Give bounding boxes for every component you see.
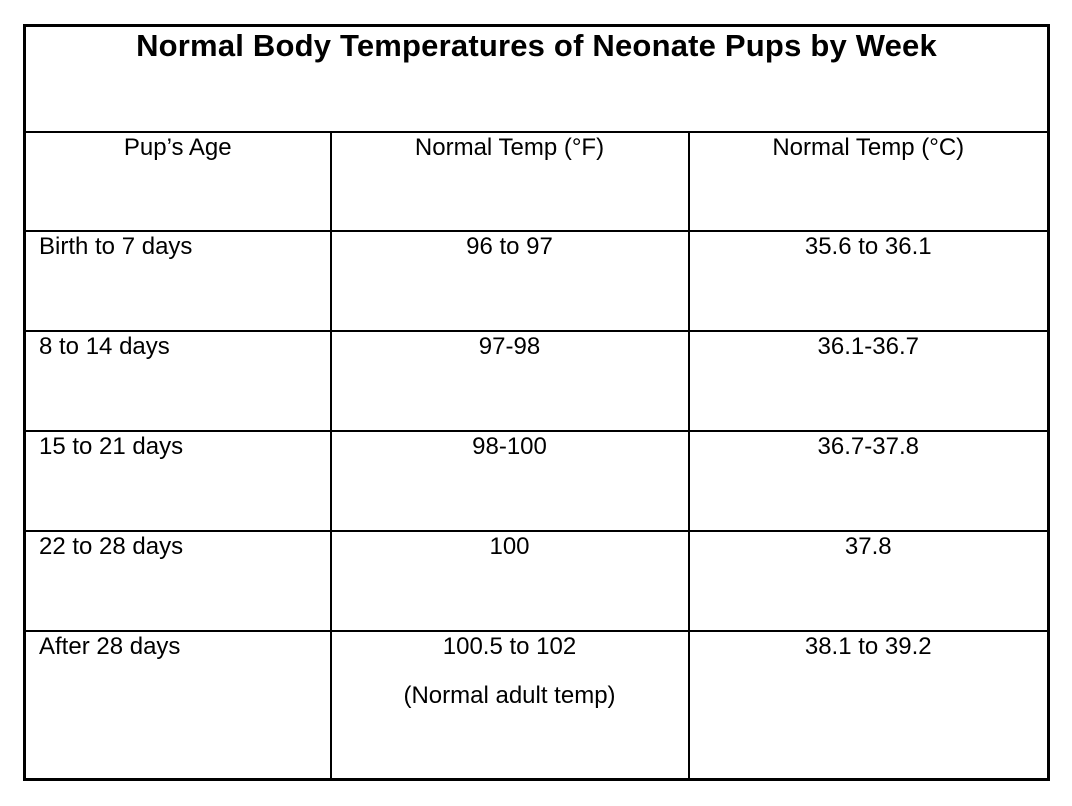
table-row: 8 to 14 days 97-98 36.1-36.7 bbox=[23, 329, 1050, 432]
temp-c-cell: 38.1 to 39.2 bbox=[687, 629, 1050, 781]
header-row: Pup’s Age Normal Temp (°F) Normal Temp (… bbox=[23, 130, 1050, 232]
temp-c-cell: 35.6 to 36.1 bbox=[687, 229, 1050, 332]
temp-f-cell: 96 to 97 bbox=[329, 229, 690, 332]
temp-f-note: (Normal adult temp) bbox=[403, 681, 616, 709]
age-cell: 8 to 14 days bbox=[23, 329, 332, 432]
table-row: Birth to 7 days 96 to 97 35.6 to 36.1 bbox=[23, 229, 1050, 332]
age-cell: 22 to 28 days bbox=[23, 529, 332, 632]
col-header-temp-c: Normal Temp (°C) bbox=[687, 130, 1050, 232]
table-row: After 28 days 100.5 to 102 (Normal adult… bbox=[23, 629, 1050, 781]
temp-c-cell: 37.8 bbox=[687, 529, 1050, 632]
age-cell: 15 to 21 days bbox=[23, 429, 332, 532]
title-row: Normal Body Temperatures of Neonate Pups… bbox=[23, 24, 1050, 133]
age-cell: Birth to 7 days bbox=[23, 229, 332, 332]
age-cell: After 28 days bbox=[23, 629, 332, 781]
col-header-temp-f: Normal Temp (°F) bbox=[329, 130, 690, 232]
temp-f-value: 100.5 to 102 bbox=[442, 632, 577, 660]
temp-f-cell: 100.5 to 102 (Normal adult temp) bbox=[329, 629, 690, 781]
neonate-temps-table: Normal Body Temperatures of Neonate Pups… bbox=[23, 24, 1051, 781]
temp-c-cell: 36.1-36.7 bbox=[687, 329, 1050, 432]
table-row: 15 to 21 days 98-100 36.7-37.8 bbox=[23, 429, 1050, 532]
temp-f-cell: 100 bbox=[329, 529, 690, 632]
temp-c-cell: 36.7-37.8 bbox=[687, 429, 1050, 532]
col-header-age: Pup’s Age bbox=[23, 130, 332, 232]
table-title: Normal Body Temperatures of Neonate Pups… bbox=[23, 24, 1050, 133]
temp-f-cell: 97-98 bbox=[329, 329, 690, 432]
temp-f-cell: 98-100 bbox=[329, 429, 690, 532]
table-row: 22 to 28 days 100 37.8 bbox=[23, 529, 1050, 632]
